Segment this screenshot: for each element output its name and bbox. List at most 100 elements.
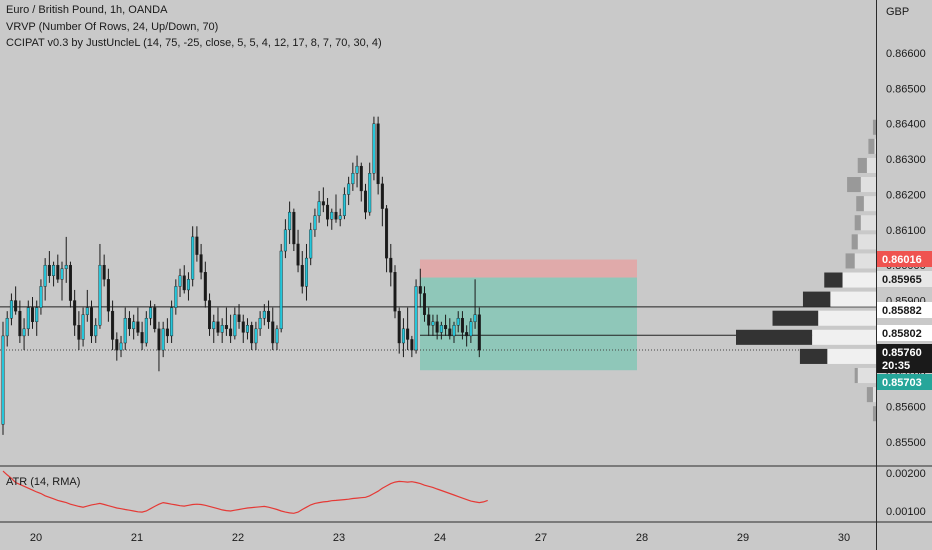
candle-body bbox=[258, 318, 262, 330]
candle-body bbox=[68, 264, 72, 301]
candle-body bbox=[334, 211, 338, 220]
volume-profile-down-bar bbox=[854, 215, 861, 231]
volume-profile-down-bar bbox=[856, 196, 864, 212]
price-tick-label: 0.86200 bbox=[886, 189, 926, 201]
time-tick-label: 23 bbox=[333, 532, 345, 544]
time-axis[interactable]: 20 21 22 23 24 27 28 29 30 bbox=[30, 532, 850, 544]
candle-body bbox=[423, 293, 427, 315]
volume-profile-down-bar bbox=[824, 272, 843, 288]
candle-body bbox=[262, 310, 266, 319]
candle-body bbox=[431, 321, 435, 326]
candle-body bbox=[149, 307, 153, 319]
candle-body bbox=[254, 328, 258, 344]
candle-body bbox=[477, 314, 481, 351]
candle-body bbox=[435, 321, 439, 333]
atr-tick-label: 0.00200 bbox=[886, 468, 926, 480]
volume-profile-down-bar bbox=[854, 367, 858, 384]
candle-body bbox=[132, 321, 136, 330]
candle-body bbox=[397, 310, 401, 344]
volume-profile-down-bar bbox=[736, 329, 813, 345]
volume-profile-down-bar bbox=[872, 119, 876, 135]
vrvp-legend[interactable]: VRVP (Number Of Rows, 24, Up/Down, 70) bbox=[6, 21, 219, 33]
time-tick-label: 29 bbox=[737, 532, 749, 544]
candle-body bbox=[406, 328, 410, 340]
volume-profile-down-bar bbox=[868, 138, 875, 154]
volume-profile-up-bar bbox=[860, 177, 876, 193]
candle-body bbox=[90, 307, 94, 337]
price-tick-label: 0.86400 bbox=[886, 119, 926, 131]
atr-legend[interactable]: ATR (14, RMA) bbox=[6, 476, 81, 488]
volume-profile-down-bar bbox=[851, 234, 858, 250]
volume-profile-down-bar bbox=[847, 177, 861, 193]
volume-profile-up-bar bbox=[827, 348, 876, 364]
volume-profile-down-bar bbox=[845, 253, 855, 269]
candle-body bbox=[250, 325, 254, 344]
candle-body bbox=[465, 332, 469, 337]
atr-pane bbox=[2, 470, 488, 514]
candle-body bbox=[380, 183, 384, 209]
candle-body bbox=[245, 325, 249, 333]
candle-body bbox=[233, 314, 237, 337]
candle-body bbox=[309, 229, 313, 259]
candle-body bbox=[342, 194, 346, 216]
candle-body bbox=[347, 183, 351, 195]
candle-body bbox=[212, 321, 216, 330]
candle-body bbox=[389, 257, 393, 273]
candle-body bbox=[102, 264, 106, 280]
candle-body bbox=[35, 307, 39, 322]
time-tick-label: 30 bbox=[838, 532, 850, 544]
candle-body bbox=[77, 325, 81, 340]
volume-profile-down-bar bbox=[857, 157, 867, 173]
currency-label[interactable]: GBP bbox=[886, 6, 910, 18]
price-tick-label: 0.85600 bbox=[886, 402, 926, 414]
candle-body bbox=[43, 264, 47, 287]
candle-body bbox=[174, 286, 178, 308]
candle-body bbox=[203, 272, 207, 301]
volume-profile-up-bar bbox=[854, 253, 876, 269]
candle-body bbox=[224, 325, 228, 330]
candle-body bbox=[26, 307, 30, 330]
candle-body bbox=[85, 307, 89, 315]
ccipat-legend[interactable]: CCIPAT v0.3 by JustUncleL (14, 75, -25, … bbox=[6, 37, 382, 49]
volume-profile-up-bar bbox=[863, 196, 876, 212]
volume-profile-down-bar bbox=[866, 387, 873, 403]
candle-body bbox=[283, 229, 287, 252]
candle-body bbox=[275, 328, 279, 344]
candle-body bbox=[372, 123, 376, 174]
candle-body bbox=[18, 310, 22, 337]
candle-body bbox=[267, 310, 271, 322]
price-badge-label: 0.85965 bbox=[882, 274, 922, 286]
candle-body bbox=[241, 321, 245, 333]
candle-body bbox=[351, 173, 355, 185]
price-badge-label: 0.85882 bbox=[882, 305, 922, 317]
price-badge-label: 20:35 bbox=[882, 360, 910, 372]
candle-body bbox=[73, 300, 77, 326]
candle-body bbox=[355, 165, 359, 174]
candle-body bbox=[39, 286, 43, 308]
candle-body bbox=[418, 286, 422, 294]
candle-body bbox=[199, 254, 203, 273]
volume-profile-down-bar bbox=[772, 310, 819, 326]
candle-body bbox=[385, 208, 389, 259]
symbol-legend[interactable]: Euro / British Pound, 1h, OANDA bbox=[6, 4, 168, 16]
time-tick-label: 27 bbox=[535, 532, 547, 544]
candlestick-series bbox=[1, 116, 481, 435]
candle-body bbox=[401, 328, 405, 344]
candle-body bbox=[368, 173, 372, 213]
volume-profile bbox=[736, 119, 876, 422]
candle-body bbox=[393, 272, 397, 312]
candle-body bbox=[444, 325, 448, 330]
candle-body bbox=[439, 325, 443, 333]
candle-body bbox=[376, 123, 380, 185]
candle-body bbox=[237, 314, 241, 322]
candle-body bbox=[220, 325, 224, 333]
position-tool[interactable] bbox=[420, 259, 637, 371]
candle-body bbox=[271, 321, 275, 344]
candle-body bbox=[448, 328, 452, 337]
candle-body bbox=[469, 321, 473, 337]
volume-profile-up-bar bbox=[872, 387, 876, 403]
candle-body bbox=[216, 321, 220, 333]
candle-body bbox=[56, 264, 60, 280]
volume-profile-up-bar bbox=[818, 310, 876, 326]
